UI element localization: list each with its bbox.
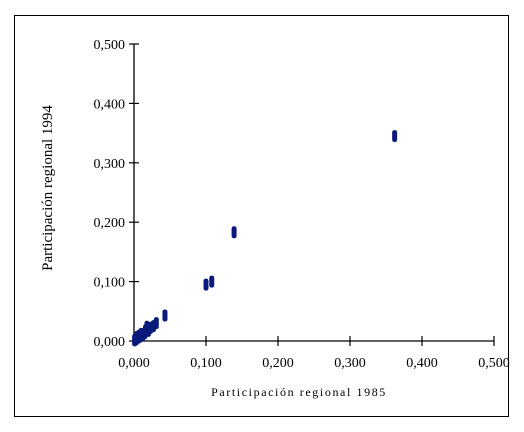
y-tick-label: 0,300 <box>94 157 126 172</box>
data-point <box>392 130 398 143</box>
x-tick-label: 0,100 <box>190 356 222 371</box>
x-tick-label: 0,200 <box>262 356 294 371</box>
data-point <box>132 333 138 346</box>
data-point <box>209 275 215 288</box>
x-tick-label: 0,000 <box>118 356 150 371</box>
x-tick-label: 0,400 <box>406 356 438 371</box>
y-tick-label: 0,500 <box>94 38 126 53</box>
x-tick-label: 0,300 <box>334 356 366 371</box>
y-tick-label: 0,000 <box>94 335 126 350</box>
axes <box>133 44 494 342</box>
data-point <box>231 226 237 239</box>
x-tick-label: 0,500 <box>478 356 510 371</box>
y-tick-label: 0,400 <box>94 97 126 112</box>
x-axis-title: Participación regional 1985 <box>211 385 387 399</box>
y-tick-label: 0,200 <box>94 216 126 231</box>
data-point <box>203 278 209 291</box>
y-axis-title: Participación regional 1994 <box>40 105 56 271</box>
data-points <box>132 130 398 347</box>
chart-area <box>14 15 509 417</box>
y-tick-label: 0,100 <box>94 276 126 291</box>
data-point <box>162 309 168 322</box>
